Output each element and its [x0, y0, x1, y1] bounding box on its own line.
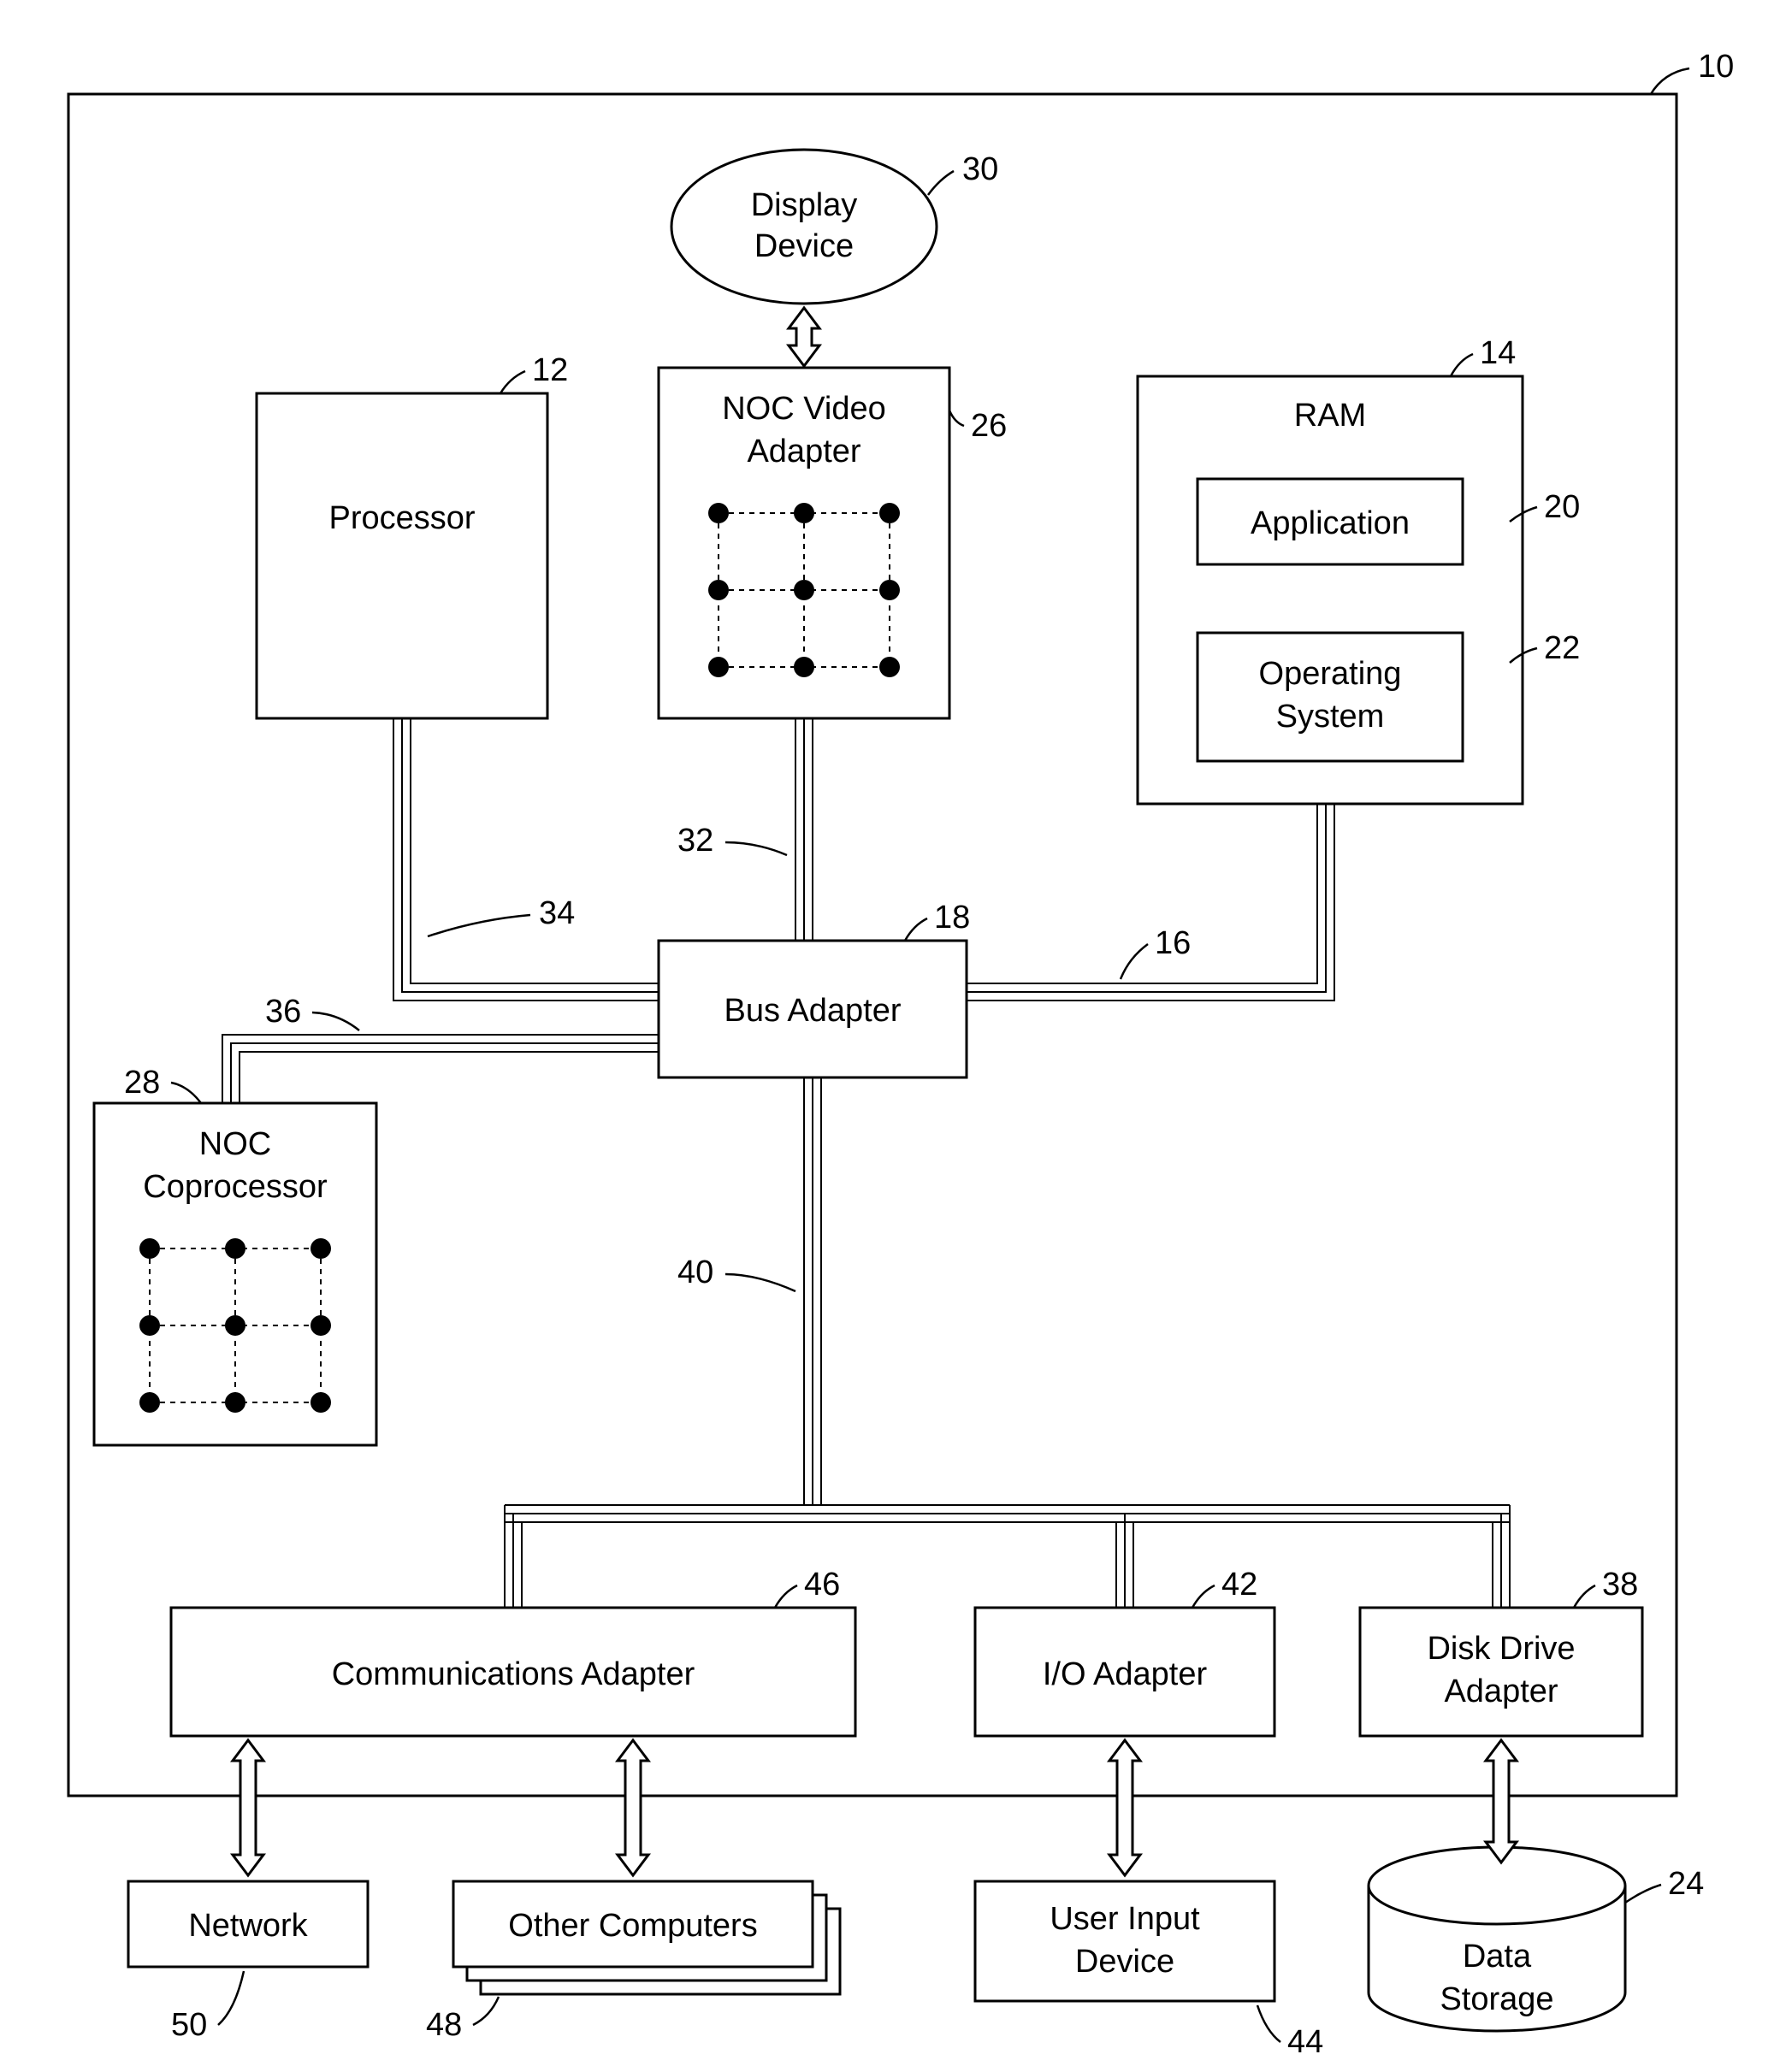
ref-16: 16 — [1155, 925, 1191, 961]
ref-34: 34 — [539, 895, 575, 931]
application-label: Application — [1251, 505, 1410, 541]
bus-40 — [505, 1077, 1510, 1608]
data-storage-label-2: Storage — [1440, 1981, 1553, 2017]
leader-line — [1121, 944, 1148, 979]
noc-coproc-label-1: NOC — [199, 1126, 271, 1162]
noc-video-label-1: NOC Video — [722, 391, 886, 427]
ref-38: 38 — [1602, 1567, 1638, 1603]
noc-coproc-label-2: Coprocessor — [143, 1169, 328, 1205]
disk-drive-label-2: Adapter — [1444, 1674, 1558, 1709]
ref-26: 26 — [971, 408, 1007, 444]
leader-line — [949, 410, 964, 426]
leader-line — [500, 371, 525, 393]
ref-50: 50 — [171, 2007, 207, 2043]
bus-34 — [393, 718, 659, 1001]
ref-12: 12 — [532, 352, 568, 388]
ref-14: 14 — [1480, 335, 1516, 371]
ref-10: 10 — [1698, 49, 1734, 85]
processor-label: Processor — [328, 500, 475, 536]
double-arrow-icon — [1109, 1740, 1140, 1875]
bus-36 — [222, 1035, 659, 1103]
other-computers-label: Other Computers — [508, 1908, 757, 1944]
io-adapter-label: I/O Adapter — [1043, 1656, 1208, 1692]
ref-32: 32 — [677, 823, 713, 859]
disk-drive-label-1: Disk Drive — [1427, 1631, 1575, 1667]
leader-line — [1625, 1885, 1661, 1903]
leader-line — [725, 842, 787, 855]
disk-drive-adapter-box — [1360, 1608, 1642, 1736]
system-block-diagram: Display Device Processor NOC Video Adapt… — [0, 0, 1786, 2072]
ref-42: 42 — [1221, 1567, 1257, 1603]
leader-line — [905, 918, 927, 941]
os-label-2: System — [1276, 699, 1385, 735]
double-arrow-icon — [233, 1740, 263, 1875]
processor-box — [257, 393, 547, 718]
ref-46: 46 — [804, 1567, 840, 1603]
user-input-device-box — [975, 1881, 1274, 2001]
double-arrow-icon — [1486, 1740, 1517, 1862]
os-label-1: Operating — [1259, 656, 1402, 692]
leader-line — [1651, 68, 1689, 94]
leader-line — [1192, 1585, 1215, 1608]
leader-line — [725, 1274, 795, 1291]
ref-28: 28 — [124, 1065, 160, 1101]
os-box — [1198, 633, 1463, 761]
leader-line — [1451, 354, 1473, 376]
bus-16 — [967, 804, 1334, 1001]
ref-44: 44 — [1287, 2024, 1323, 2060]
double-arrow-icon — [618, 1740, 648, 1875]
leader-line — [1574, 1585, 1595, 1608]
leader-line — [1257, 2005, 1280, 2042]
user-input-label-1: User Input — [1050, 1901, 1200, 1937]
noc-video-label-2: Adapter — [747, 434, 860, 469]
data-storage-cylinder: Data Storage — [1369, 1847, 1625, 2031]
leader-line — [775, 1585, 797, 1608]
ref-48: 48 — [426, 2007, 462, 2043]
bus-adapter-label: Bus Adapter — [724, 993, 901, 1029]
ref-18: 18 — [934, 900, 970, 936]
data-storage-label-1: Data — [1463, 1939, 1532, 1975]
double-arrow-icon — [789, 308, 819, 366]
user-input-label-2: Device — [1075, 1944, 1174, 1980]
display-device-label-1: Display — [751, 187, 858, 223]
ref-40: 40 — [677, 1254, 713, 1290]
leader-line — [473, 1997, 499, 2025]
ref-30: 30 — [962, 151, 998, 187]
bus-32 — [795, 718, 813, 941]
leader-line — [928, 171, 954, 195]
leader-line — [218, 1971, 244, 2025]
ref-24: 24 — [1668, 1866, 1704, 1902]
leader-line — [428, 915, 530, 936]
ref-36: 36 — [265, 994, 301, 1030]
display-device — [671, 150, 937, 304]
leader-line — [312, 1012, 359, 1030]
communications-adapter-label: Communications Adapter — [332, 1656, 695, 1692]
network-label: Network — [188, 1908, 308, 1944]
leader-line — [171, 1083, 201, 1103]
display-device-label-2: Device — [754, 228, 854, 264]
ram-label: RAM — [1294, 398, 1366, 434]
ref-20: 20 — [1544, 489, 1580, 525]
ref-22: 22 — [1544, 630, 1580, 666]
